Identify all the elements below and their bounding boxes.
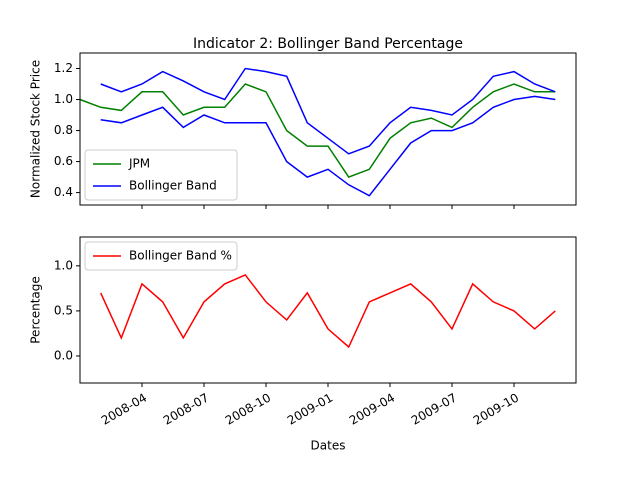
line bbox=[100, 273, 556, 349]
line bbox=[100, 67, 556, 155]
legend-label: JPM bbox=[128, 157, 150, 171]
legend-label: Bollinger Band bbox=[129, 179, 217, 193]
legend-label: Bollinger Band % bbox=[129, 249, 232, 263]
x-tick-label: 2008-07 bbox=[161, 391, 211, 428]
x-tick-label: 2008-04 bbox=[99, 391, 149, 428]
y-tick-label: 0.6 bbox=[54, 154, 73, 168]
legend bbox=[84, 241, 238, 271]
x-tick-label: 2008-10 bbox=[223, 391, 273, 428]
legend bbox=[84, 149, 238, 201]
plot-frame bbox=[79, 236, 577, 384]
y-tick-label: 0.5 bbox=[54, 303, 73, 317]
y-tick-label: 1.0 bbox=[54, 258, 73, 272]
y-tick-label: 0.0 bbox=[54, 348, 73, 362]
y-axis-label: Percentage bbox=[29, 276, 43, 344]
y-tick-label: 0.8 bbox=[54, 123, 73, 137]
x-tick-label: 2009-01 bbox=[285, 391, 335, 428]
x-tick-label: 2009-10 bbox=[471, 391, 521, 428]
x-axis-label: Dates bbox=[311, 439, 346, 453]
plot-frame bbox=[79, 52, 577, 206]
line bbox=[79, 83, 556, 179]
chart-title: Indicator 2: Bollinger Band Percentage bbox=[193, 36, 463, 52]
y-axis-label: Normalized Stock Price bbox=[29, 60, 43, 198]
y-tick-label: 1.2 bbox=[54, 61, 73, 75]
y-tick-label: 0.4 bbox=[54, 185, 73, 199]
x-tick-label: 2009-04 bbox=[347, 391, 397, 428]
line bbox=[100, 95, 556, 197]
y-tick-label: 1.0 bbox=[54, 92, 73, 106]
x-tick-label: 2009-07 bbox=[409, 391, 459, 428]
